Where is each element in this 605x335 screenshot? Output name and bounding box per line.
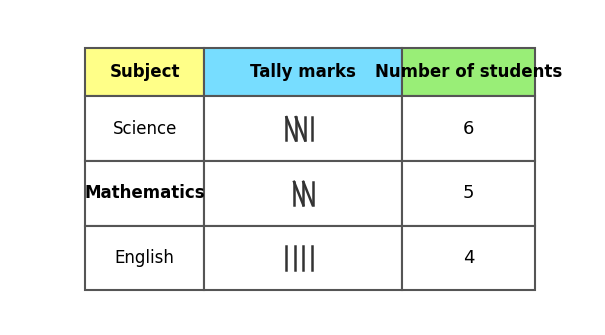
Text: Subject: Subject: [110, 63, 180, 81]
Text: Number of students: Number of students: [375, 63, 563, 81]
Text: 5: 5: [463, 185, 474, 202]
Bar: [402, 161, 535, 226]
Bar: [85, 226, 204, 290]
Bar: [204, 96, 402, 161]
Bar: [204, 48, 402, 96]
Text: 4: 4: [463, 249, 474, 267]
Bar: [85, 96, 204, 161]
Text: Science: Science: [113, 120, 177, 138]
Bar: [204, 226, 402, 290]
Text: Tally marks: Tally marks: [250, 63, 356, 81]
Bar: [204, 161, 402, 226]
Text: English: English: [115, 249, 175, 267]
Bar: [85, 48, 204, 96]
Bar: [402, 48, 535, 96]
Text: Mathematics: Mathematics: [84, 185, 205, 202]
Text: 6: 6: [463, 120, 474, 138]
Bar: [402, 96, 535, 161]
Bar: [402, 226, 535, 290]
Bar: [85, 161, 204, 226]
